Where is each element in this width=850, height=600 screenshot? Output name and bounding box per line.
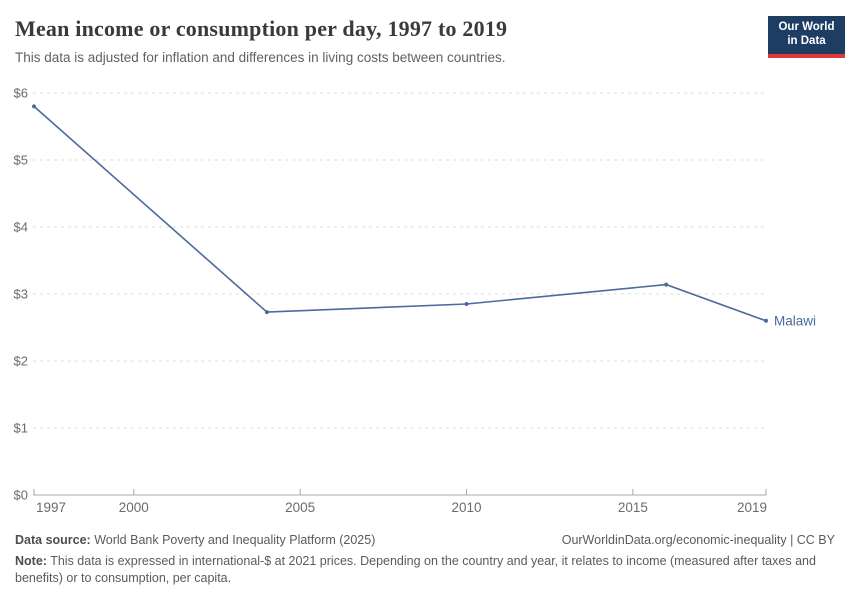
data-point[interactable] [764, 318, 768, 323]
owid-logo-line1: Our World [778, 21, 835, 33]
data-source: Data source: World Bank Poverty and Ineq… [15, 533, 375, 547]
y-axis-tick-label: $2 [14, 354, 28, 369]
x-axis-tick-label: 2019 [737, 500, 767, 515]
x-axis-tick-label: 2005 [285, 500, 315, 515]
data-point[interactable] [264, 310, 269, 315]
x-axis-tick-label: 2015 [618, 500, 648, 515]
chart-note: Note: This data is expressed in internat… [15, 553, 835, 587]
y-axis-tick-label: $0 [14, 488, 28, 503]
series-line-malawi[interactable] [33, 105, 767, 322]
chart-subtitle: This data is adjusted for inflation and … [15, 50, 506, 65]
y-axis-tick-label: $4 [14, 220, 28, 235]
y-axis-tick-label: $1 [14, 421, 28, 436]
x-axis-tick-label: 1997 [36, 500, 66, 515]
line-chart: $0 $1 $2 $3 $4 $5 $6 1997 2000 2005 2010 2015 2019 Ma… [14, 86, 816, 516]
y-axis-tick-label: $6 [14, 86, 28, 101]
y-axis-tick-label: $3 [14, 287, 28, 302]
data-source-label: Data source: [15, 533, 91, 547]
owid-logo-line2: in Data [787, 35, 826, 47]
y-axis-tick-label: $5 [14, 153, 28, 168]
data-source-value: World Bank Poverty and Inequality Platfo… [94, 533, 376, 547]
source-url[interactable]: OurWorldinData.org/economic-inequality |… [561, 533, 835, 547]
chart-note-text: This data is expressed in international-… [15, 554, 816, 585]
entity-label-malawi[interactable]: Malawi [774, 313, 816, 328]
data-point[interactable] [464, 302, 469, 307]
data-point[interactable] [32, 104, 36, 109]
chart-footer: Data source: World Bank Poverty and Ineq… [15, 533, 835, 587]
x-axis-tick-label: 2010 [452, 500, 482, 515]
x-axis-tick-label: 2000 [119, 500, 149, 515]
chart-note-label: Note: [15, 554, 47, 568]
data-point[interactable] [664, 282, 669, 287]
owid-logo[interactable]: Our World in Data [768, 16, 845, 58]
chart-title: Mean income or consumption per day, 1997… [15, 16, 508, 41]
